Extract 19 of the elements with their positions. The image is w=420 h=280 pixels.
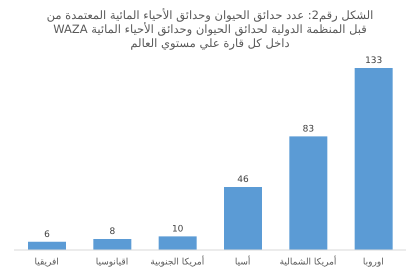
- data-label: 133: [365, 56, 382, 66]
- data-label: 8: [109, 227, 116, 238]
- x-tick-label: أسيا: [234, 255, 250, 268]
- x-tick-label: اقيانوسيا: [96, 257, 128, 268]
- bar: [354, 68, 393, 250]
- bar: [224, 187, 262, 250]
- chart-title: الشكل رقم2: عدد حدائق الحيوان وحدائق الأحياء المائية المعتمدة من قبل المنظمة الدولية لحدائق الحيوان وحدائق الأحياء المائية WAZA داخل كل قارة علي مستوي العالم: [46, 8, 374, 52]
- data-label: 46: [237, 175, 249, 186]
- data-label: 10: [172, 224, 184, 234]
- data-label: 6: [44, 230, 50, 240]
- x-tick-label: اوروبا: [362, 257, 384, 268]
- bar: [28, 242, 66, 250]
- x-tick-label: افريقيا: [34, 257, 59, 268]
- bar: [158, 236, 197, 250]
- bar: [93, 239, 132, 250]
- bar: [289, 136, 328, 250]
- x-tick-label: أمريكا الشمالية: [280, 255, 336, 268]
- data-label: 83: [302, 124, 314, 134]
- x-tick-label: أمريكا الجنوبية: [150, 255, 204, 268]
